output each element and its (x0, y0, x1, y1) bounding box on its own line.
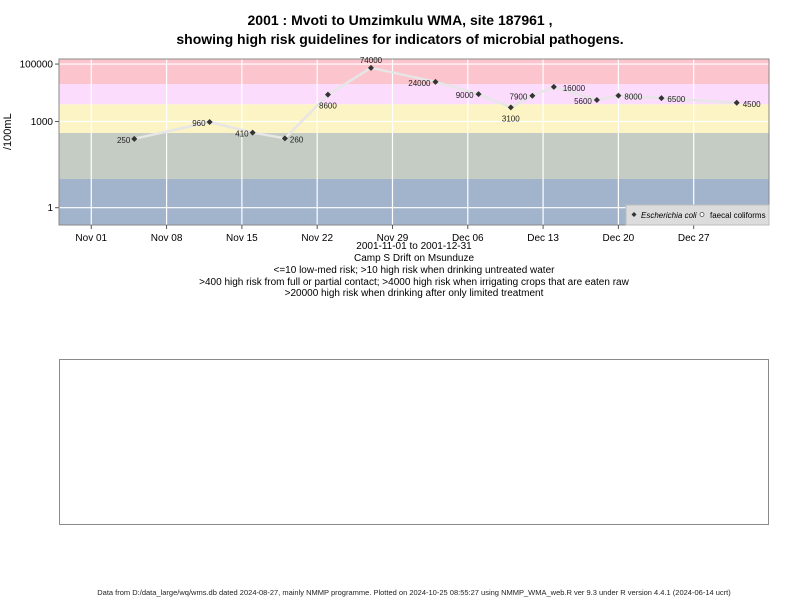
x-tick-label-2: Nov 15 (226, 233, 258, 244)
data-label-11: 5600 (574, 97, 592, 106)
data-label-10: 16000 (563, 84, 586, 93)
legend-box (625, 204, 770, 226)
data-point-5 (367, 64, 374, 71)
data-point-2 (249, 129, 256, 136)
y-tick-label-1: 1000 (31, 117, 54, 128)
data-point-4 (324, 91, 331, 98)
data-label-3: 260 (290, 135, 304, 144)
empty-chart-panel (59, 359, 769, 525)
data-point-12 (615, 92, 622, 99)
data-label-4: 8600 (319, 102, 337, 111)
data-label-12: 8000 (624, 93, 642, 102)
data-label-8: 3100 (502, 114, 520, 123)
caption-date-range: 2001-11-01 to 2001-12-31 (356, 241, 472, 252)
data-point-8 (507, 104, 514, 111)
y-tick-label-2: 100000 (20, 60, 54, 71)
data-label-14: 4500 (743, 100, 761, 109)
data-label-9: 7900 (510, 93, 528, 102)
risk-band-4 (59, 59, 769, 85)
data-label-2: 410 (235, 130, 249, 139)
data-point-1 (206, 119, 213, 126)
caption-rule-3: >20000 high risk when drinking after onl… (284, 288, 544, 299)
data-point-9 (529, 92, 536, 99)
legend-label-faecal-coliforms: faecal coliforms (710, 211, 766, 220)
x-tick-label-0: Nov 01 (75, 233, 107, 244)
legend-marker-e-coli (631, 212, 637, 217)
legend-marker-faecal-coliforms (699, 212, 705, 217)
data-label-13: 6500 (667, 95, 685, 104)
data-label-0: 250 (117, 136, 131, 145)
data-point-6 (432, 78, 439, 85)
x-tick-label-8: Dec 27 (678, 233, 710, 244)
chart-title-line-2: showing high risk guidelines for indicat… (176, 31, 624, 47)
data-point-10 (550, 83, 557, 90)
x-tick-label-5: Dec 06 (452, 233, 484, 244)
data-point-7 (475, 91, 482, 98)
data-point-13 (658, 95, 665, 102)
legend-label-e-coli: Escherichia coli (641, 211, 697, 220)
x-tick-label-1: Nov 08 (151, 233, 183, 244)
data-label-7: 9000 (456, 91, 474, 100)
plot-frame (58, 58, 770, 226)
x-tick-label-6: Dec 13 (527, 233, 559, 244)
risk-band-1 (59, 132, 769, 179)
risk-band-2 (59, 104, 769, 133)
caption-site-name: Camp S Drift on Msunduze (353, 253, 475, 264)
data-point-11 (593, 97, 600, 104)
x-tick-label-7: Dec 20 (603, 233, 635, 244)
data-point-0 (131, 135, 138, 142)
caption-rule-1: <=10 low-med risk; >10 high risk when dr… (273, 265, 555, 276)
data-point-14 (733, 99, 740, 106)
caption-rule-2: >400 high risk from full or partial cont… (199, 277, 629, 288)
chart-title-line-1: 2001 : Mvoti to Umzimkulu WMA, site 1879… (247, 12, 553, 28)
data-label-1: 960 (192, 119, 206, 128)
data-label-6: 24000 (408, 79, 431, 88)
footer-note: Data from D:/data_large/wq/wms.db dated … (97, 588, 731, 597)
data-point-3 (281, 135, 288, 142)
x-tick-label-4: Nov 29 (377, 233, 409, 244)
x-tick-label-3: Nov 22 (301, 233, 333, 244)
chart-plot: 1 1000 100000 Nov 01 Nov 08 Nov 15 Nov 22 Nov 2… (20, 56, 770, 244)
y-tick-label-0: 1 (47, 203, 53, 214)
data-label-5: 74000 (360, 56, 383, 65)
